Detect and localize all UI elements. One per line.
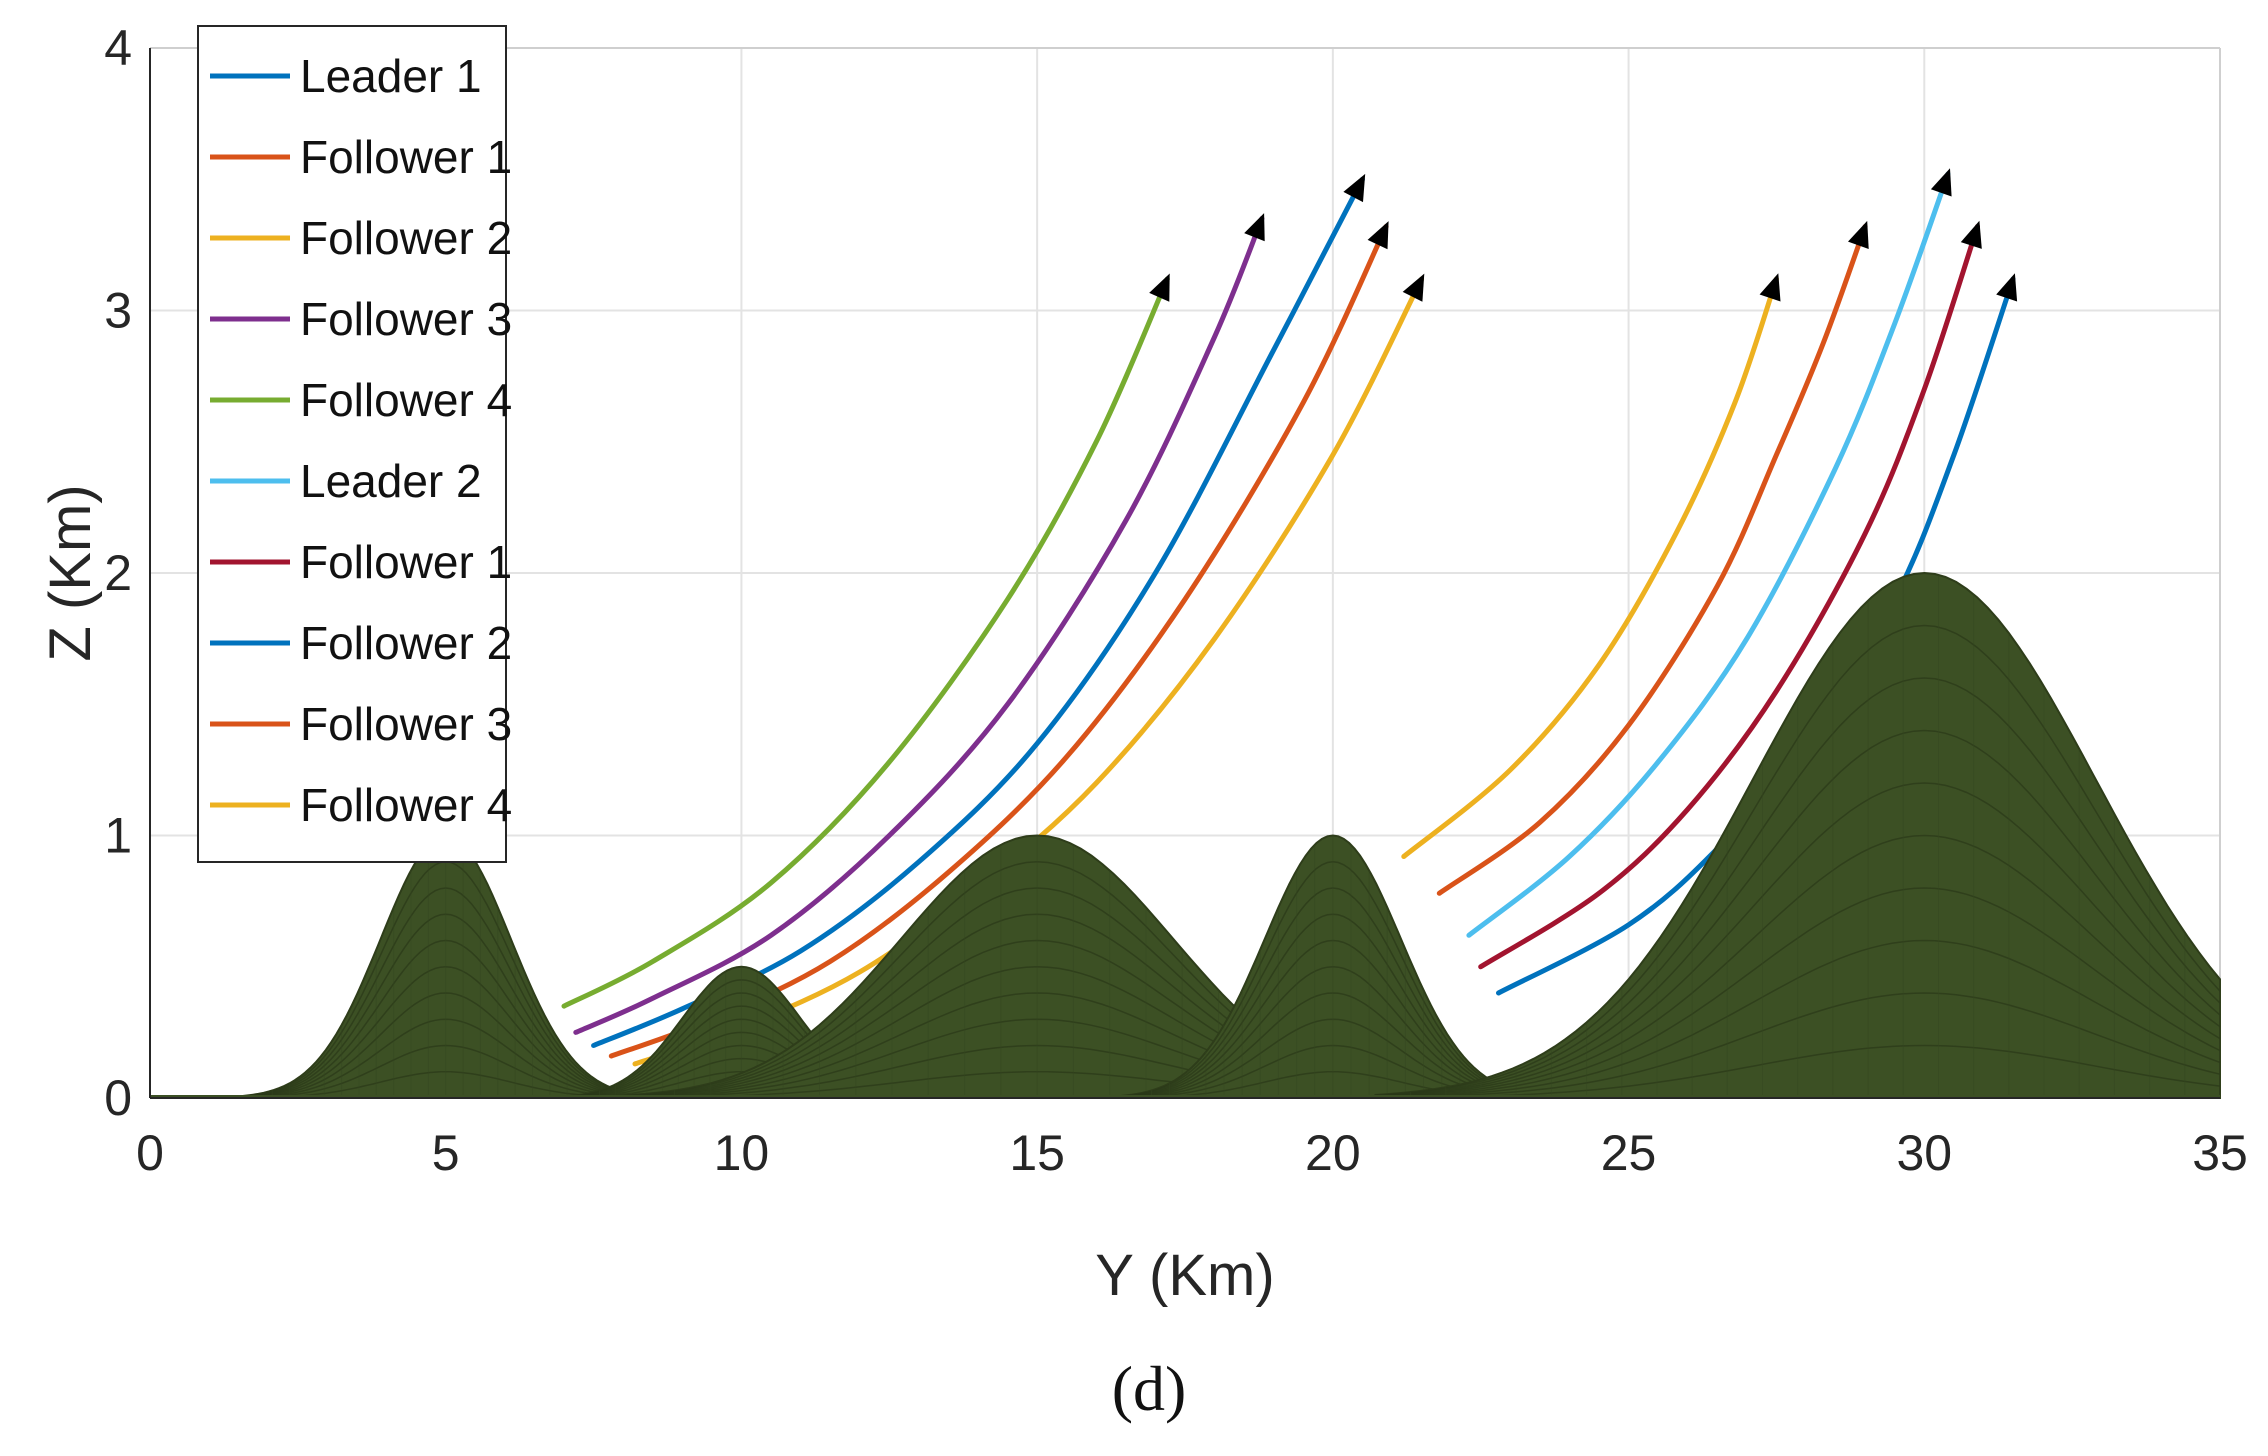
series-arrowhead-7 [1960,220,1982,249]
legend-label: Leader 1 [300,50,482,102]
axes [149,48,2220,1099]
x-axis-label: Y (Km) [1095,1243,1274,1308]
x-tick-label: 25 [1601,1125,1657,1181]
legend-label: Leader 2 [300,455,482,507]
series-line-4 [573,216,1265,1035]
series-line-10 [1401,276,1779,859]
x-tick-label: 10 [714,1125,770,1181]
x-tick-label: 15 [1009,1125,1065,1181]
series-lines [561,168,2018,1067]
legend-label: Follower 3 [300,698,512,750]
x-tick-label: 20 [1305,1125,1361,1181]
x-tick-label: 5 [432,1125,460,1181]
series-arrowhead-8 [1996,273,2018,302]
y-tick-label: 0 [104,1070,132,1126]
series-arrowhead-3 [1402,273,1425,302]
y-tick-label: 3 [104,283,132,339]
legend: Leader 1 Follower 1 Follower 2 Follower 3 Fo… [197,25,512,863]
series-arrowhead-5 [1149,273,1170,302]
y-tick-label: 1 [104,808,132,864]
series-arrowhead-4 [1244,213,1265,242]
x-tick-label: 0 [136,1125,164,1181]
legend-label: Follower 2 [300,617,512,669]
legend-label: Follower 2 [300,212,512,264]
series-arrowhead-1 [1343,173,1366,203]
y-tick-label: 2 [104,545,132,601]
series-arrowhead-10 [1759,273,1781,302]
legend-label: Follower 4 [300,779,512,831]
legend-label: Follower 3 [300,293,512,345]
y-axis-label: Z (Km) [38,484,103,661]
terrain-base [150,1095,2220,1098]
tick-labels: 0 5 10 15 20 25 30 35 0 1 2 3 4 [104,20,2248,1181]
legend-label: Follower 4 [300,374,512,426]
series-line-7 [1478,224,1980,970]
series-arrowhead-2 [1367,221,1389,250]
series-line-5 [561,276,1170,1009]
series-line-6 [1466,171,1951,938]
x-tick-label: 30 [1896,1125,1952,1181]
x-tick-label: 35 [2192,1125,2248,1181]
y-tick-label: 4 [104,20,132,76]
legend-label: Follower 1 [300,131,512,183]
legend-label: Follower 1 [300,536,512,588]
series-arrowhead-9 [1848,220,1869,249]
figure-caption: (d) [1112,1353,1187,1424]
series-arrowhead-6 [1930,168,1952,197]
series-line-9 [1436,224,1868,896]
terrain [150,571,2221,1099]
